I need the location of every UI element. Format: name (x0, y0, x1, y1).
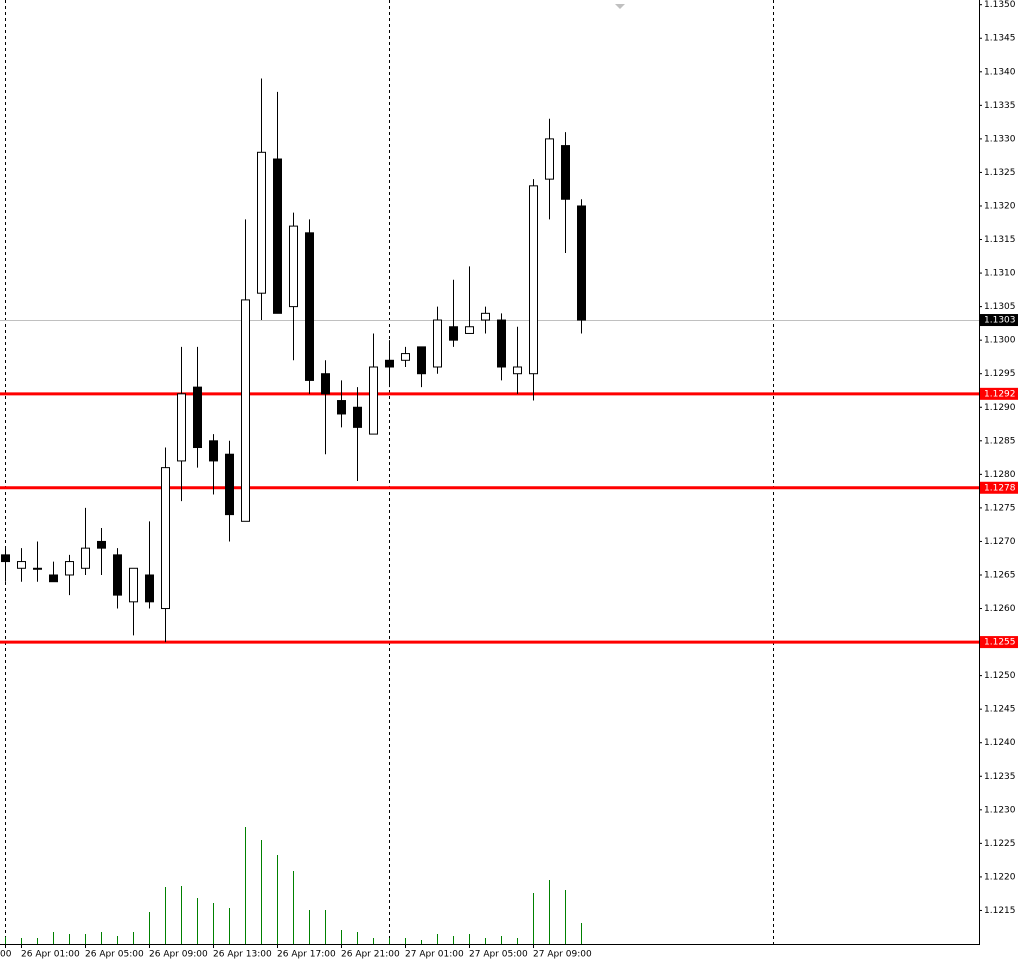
x-tick-label: 27 Apr 01:00 (405, 950, 464, 960)
candle-body (545, 138, 554, 180)
candle-body (145, 574, 154, 603)
y-tick-label: 1.1245 (984, 705, 1016, 715)
current-price-label: 1.1303 (984, 316, 1016, 326)
y-tick-label: 1.1300 (984, 336, 1016, 346)
y-tick-label: 1.1340 (984, 67, 1016, 77)
x-tick-label: 27 Apr 09:00 (533, 950, 592, 960)
candle-body (257, 151, 266, 294)
candle-body (113, 554, 122, 596)
candle-body (529, 185, 538, 375)
candle-body (577, 205, 586, 321)
candle-body (97, 540, 106, 549)
candle-body (305, 232, 314, 381)
y-tick-label: 1.1240 (984, 738, 1016, 748)
y-tick-label: 1.1220 (984, 872, 1016, 882)
candle-body (385, 359, 394, 368)
candle-body (449, 326, 458, 341)
level-label-box (980, 387, 1018, 400)
x-tick-label: 26 Apr 09:00 (149, 950, 208, 960)
candle-body (273, 158, 282, 314)
candle-body (65, 561, 74, 576)
y-tick-label: 1.1235 (984, 772, 1016, 782)
y-tick-label: 1.1225 (984, 839, 1016, 849)
candle-body (161, 467, 170, 610)
y-tick-label: 1.1330 (984, 134, 1016, 144)
current-price-box (980, 314, 1018, 327)
candle-body (177, 393, 186, 462)
candle-body (289, 225, 298, 308)
level-label-box (980, 481, 1018, 494)
y-tick-label: 1.1265 (984, 570, 1016, 580)
candle-body (81, 547, 90, 569)
y-tick-label: 1.1230 (984, 805, 1016, 815)
candle-body (225, 453, 234, 516)
candle-body (401, 353, 410, 361)
candle-body (241, 299, 250, 522)
y-tick-label: 1.1310 (984, 269, 1016, 279)
candle-body (353, 406, 362, 428)
candle-body (481, 312, 490, 321)
y-tick-label: 1.1320 (984, 201, 1016, 211)
candle-body (337, 400, 346, 415)
x-tick-label: 26 Apr 13:00 (213, 950, 272, 960)
y-tick-label: 1.1290 (984, 403, 1016, 413)
x-tick-label: 26 Apr 05:00 (85, 950, 144, 960)
y-tick-label: 1.1215 (984, 906, 1016, 916)
candle-body (33, 567, 42, 570)
y-tick-label: 1.1325 (984, 168, 1016, 178)
y-tick-label: 1.1305 (984, 302, 1016, 312)
y-tick-label: 1.1275 (984, 503, 1016, 513)
candle-body (129, 567, 138, 603)
candle-body (417, 346, 426, 375)
candle-body (369, 366, 378, 435)
x-tick-label: 27 Apr 05:00 (469, 950, 528, 960)
candle-body (321, 373, 330, 395)
x-tick-label: 00 (0, 950, 12, 960)
y-tick-label: 1.1350 (984, 0, 1016, 10)
candle-body (513, 366, 522, 375)
candle-body (1, 554, 10, 563)
candle-body (17, 561, 26, 569)
y-tick-label: 1.1250 (984, 671, 1016, 681)
level-label: 1.1292 (984, 389, 1016, 399)
y-tick-label: 1.1260 (984, 604, 1016, 614)
y-tick-label: 1.1280 (984, 470, 1016, 480)
level-label: 1.1255 (984, 638, 1016, 648)
y-tick-label: 1.1270 (984, 537, 1016, 547)
candle-body (497, 319, 506, 368)
candle-body (49, 574, 58, 583)
level-label: 1.1278 (984, 483, 1016, 493)
candle-body (465, 326, 474, 334)
x-tick-label: 26 Apr 01:00 (21, 950, 80, 960)
y-tick-label: 1.1315 (984, 235, 1016, 245)
candle-body (209, 440, 218, 462)
candle-body (193, 386, 202, 449)
x-tick-label: 26 Apr 17:00 (277, 950, 336, 960)
level-label-box (980, 636, 1018, 649)
y-tick-label: 1.1285 (984, 436, 1016, 446)
y-tick-label: 1.1345 (984, 34, 1016, 44)
y-tick-label: 1.1335 (984, 101, 1016, 111)
y-tick-label: 1.1295 (984, 369, 1016, 379)
x-tick-label: 26 Apr 21:00 (341, 950, 400, 960)
candle-body (433, 319, 442, 368)
candle-body (561, 145, 570, 200)
chart-shift-marker (615, 4, 625, 9)
